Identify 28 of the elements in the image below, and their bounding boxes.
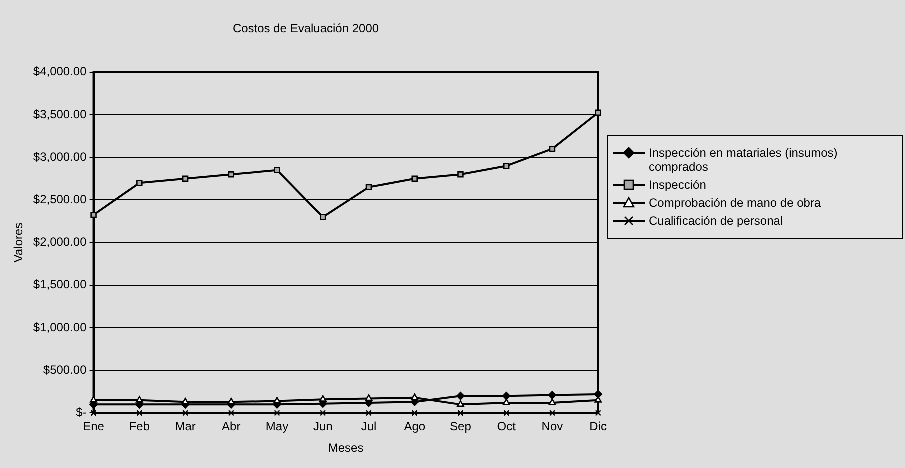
x-tick-label: Oct [497,420,517,434]
x-tick-label: Jul [361,420,377,434]
legend-label: Comprobación de mano de obra [649,196,822,210]
legend-label: Cualificación de personal [649,214,784,228]
y-tick-label: $2,500.00 [33,192,88,207]
y-axis-title: Valores [12,222,26,263]
x-tick-label: Ene [83,420,105,434]
y-tick-label: $2,000.00 [33,235,88,250]
x-tick-label: Abr [222,420,241,434]
x-tick-label: Ago [404,420,426,434]
y-tick-label: $1,500.00 [33,278,88,292]
y-tick-label: $3,500.00 [33,107,88,122]
y-tick-label: $500.00 [43,362,88,377]
legend-label: Inspección en matariales (insumos) comprados [649,146,839,174]
y-tick-label: $4,000.00 [33,64,88,79]
x-tick-label: May [266,420,289,434]
y-tick-label: $1,000.00 [33,320,88,334]
x-tick-label: Sep [450,420,472,434]
y-tick-label: $3,000.00 [33,150,88,164]
x-tick-label: Jun [313,420,333,434]
x-tick-label: Feb [129,420,150,434]
legend-label: Inspección [649,178,706,192]
x-tick-label: Nov [542,420,564,434]
y-tick-label: $- [76,406,87,420]
chart-title: Costos de Evaluación 2000 [232,22,380,36]
x-axis-title: Meses [328,441,364,456]
x-tick-label: Mar [175,420,196,434]
x-tick-label: Dic [590,420,608,434]
